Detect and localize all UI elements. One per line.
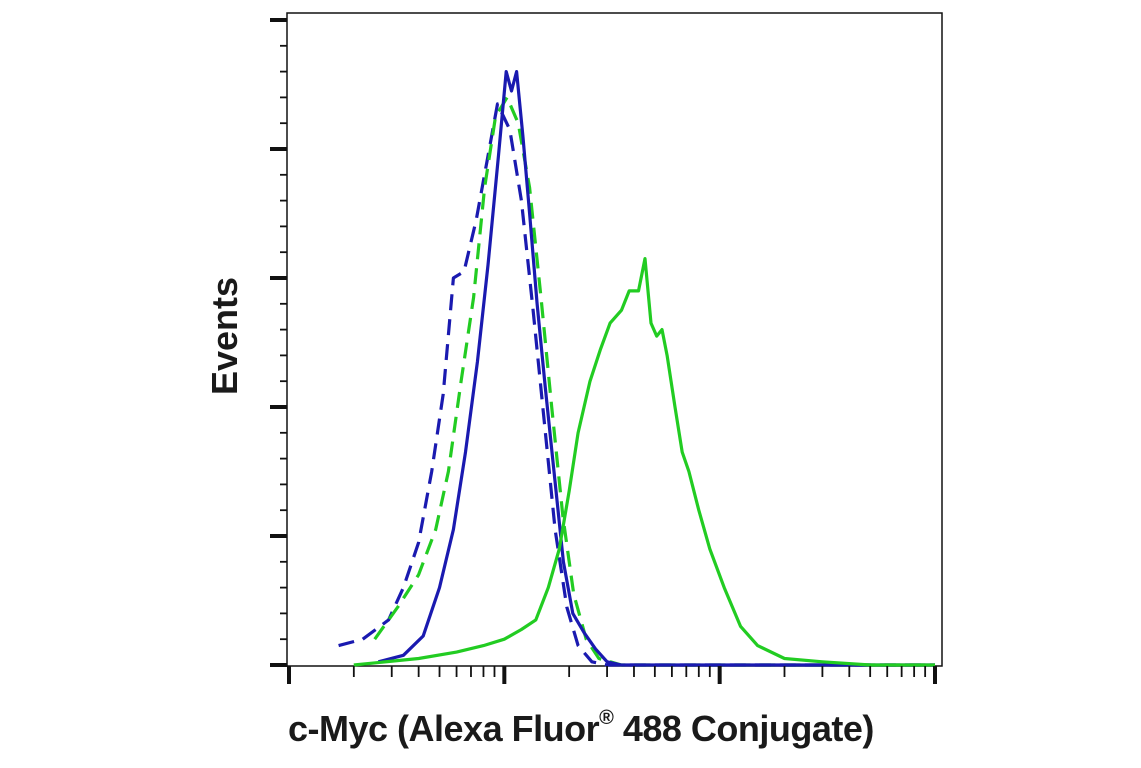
- x-axis: [287, 666, 937, 684]
- plot-area: [286, 12, 943, 667]
- x-axis-title-main: c-Myc (Alexa Fluor: [288, 708, 600, 749]
- x-axis-title: c-Myc (Alexa Fluor® 488 Conjugate): [288, 707, 875, 750]
- histogram-series-4: [353, 257, 935, 667]
- y-axis: [270, 18, 287, 667]
- registered-mark: ®: [599, 707, 614, 729]
- histogram-curves: [338, 70, 935, 667]
- x-axis-title-suffix: 488 Conjugate): [613, 708, 875, 749]
- y-axis-title: Events: [204, 276, 245, 396]
- histogram-series-1: [338, 102, 935, 667]
- plot-frame: [286, 12, 943, 667]
- histogram-series-2: [373, 95, 935, 667]
- histogram-series-3: [377, 70, 935, 667]
